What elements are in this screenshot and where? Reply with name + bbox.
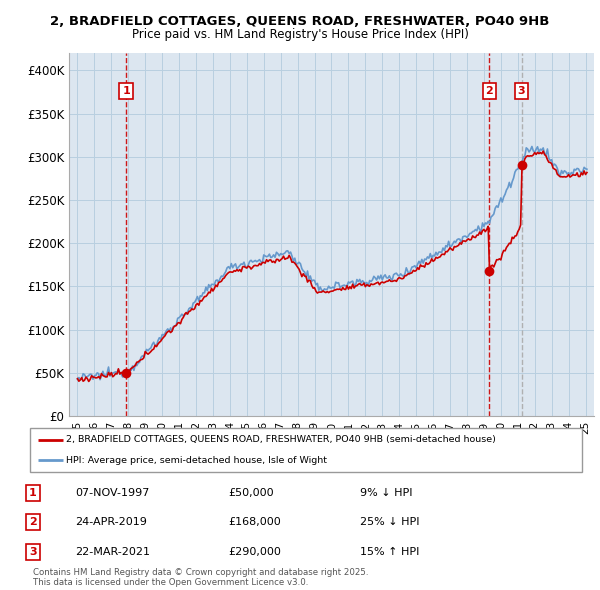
Text: 3: 3: [518, 86, 526, 96]
Text: £50,000: £50,000: [228, 488, 274, 497]
Text: Price paid vs. HM Land Registry's House Price Index (HPI): Price paid vs. HM Land Registry's House …: [131, 28, 469, 41]
Text: Contains HM Land Registry data © Crown copyright and database right 2025.
This d: Contains HM Land Registry data © Crown c…: [33, 568, 368, 587]
Text: 2: 2: [485, 86, 493, 96]
Text: 9% ↓ HPI: 9% ↓ HPI: [360, 488, 413, 497]
Text: 1: 1: [29, 488, 37, 497]
Text: 07-NOV-1997: 07-NOV-1997: [75, 488, 149, 497]
Text: 24-APR-2019: 24-APR-2019: [75, 517, 147, 527]
Text: 22-MAR-2021: 22-MAR-2021: [75, 547, 150, 556]
Text: 25% ↓ HPI: 25% ↓ HPI: [360, 517, 419, 527]
Text: HPI: Average price, semi-detached house, Isle of Wight: HPI: Average price, semi-detached house,…: [66, 455, 327, 464]
Text: 2, BRADFIELD COTTAGES, QUEENS ROAD, FRESHWATER, PO40 9HB (semi-detached house): 2, BRADFIELD COTTAGES, QUEENS ROAD, FRES…: [66, 435, 496, 444]
Text: £290,000: £290,000: [228, 547, 281, 556]
FancyBboxPatch shape: [30, 428, 582, 472]
Text: 15% ↑ HPI: 15% ↑ HPI: [360, 547, 419, 556]
Text: 3: 3: [29, 547, 37, 556]
Text: 2: 2: [29, 517, 37, 527]
Text: £168,000: £168,000: [228, 517, 281, 527]
Text: 1: 1: [122, 86, 130, 96]
Text: 2, BRADFIELD COTTAGES, QUEENS ROAD, FRESHWATER, PO40 9HB: 2, BRADFIELD COTTAGES, QUEENS ROAD, FRES…: [50, 15, 550, 28]
